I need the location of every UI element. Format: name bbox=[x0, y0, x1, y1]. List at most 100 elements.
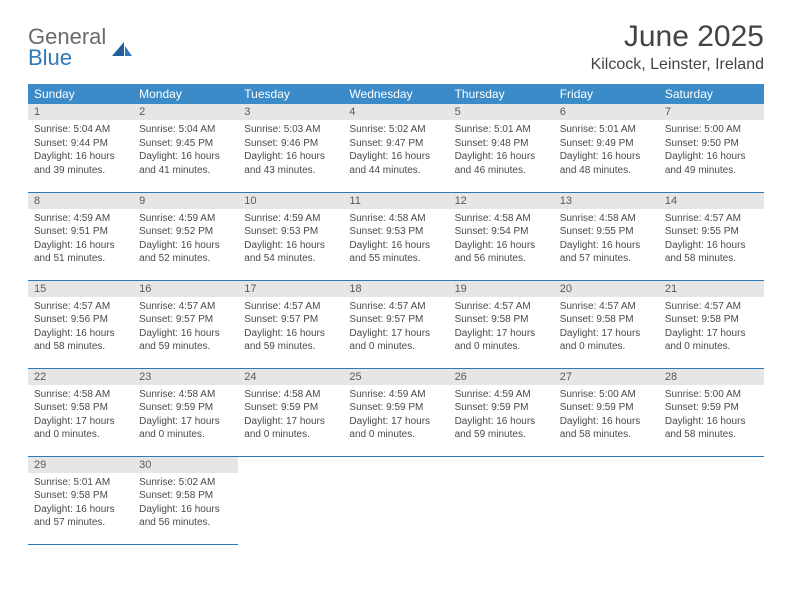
daylight-line: Daylight: 16 hours and 48 minutes. bbox=[560, 151, 641, 176]
sunrise-line: Sunrise: 5:00 AM bbox=[665, 124, 741, 135]
daylight-line: Daylight: 16 hours and 58 minutes. bbox=[665, 416, 746, 441]
sunrise-line: Sunrise: 4:58 AM bbox=[139, 389, 215, 400]
calendar-row: 29Sunrise: 5:01 AMSunset: 9:58 PMDayligh… bbox=[28, 456, 764, 544]
title-block: June 2025 Kilcock, Leinster, Ireland bbox=[591, 20, 764, 74]
day-content: Sunrise: 4:57 AMSunset: 9:57 PMDaylight:… bbox=[343, 297, 448, 358]
day-number: 21 bbox=[659, 281, 764, 297]
daylight-line: Daylight: 16 hours and 43 minutes. bbox=[244, 151, 325, 176]
sunset-line: Sunset: 9:50 PM bbox=[665, 138, 739, 149]
sunrise-line: Sunrise: 5:01 AM bbox=[455, 124, 531, 135]
sunset-line: Sunset: 9:45 PM bbox=[139, 138, 213, 149]
daylight-line: Daylight: 17 hours and 0 minutes. bbox=[34, 416, 115, 441]
day-content: Sunrise: 4:57 AMSunset: 9:58 PMDaylight:… bbox=[449, 297, 554, 358]
day-number: 16 bbox=[133, 281, 238, 297]
day-content: Sunrise: 5:01 AMSunset: 9:48 PMDaylight:… bbox=[449, 120, 554, 181]
day-number: 25 bbox=[343, 369, 448, 385]
logo-sail-icon bbox=[110, 40, 134, 58]
sunset-line: Sunset: 9:59 PM bbox=[244, 402, 318, 413]
day-number: 4 bbox=[343, 104, 448, 120]
sunset-line: Sunset: 9:59 PM bbox=[349, 402, 423, 413]
day-number: 12 bbox=[449, 193, 554, 209]
weekday-header: Friday bbox=[554, 84, 659, 104]
day-content: Sunrise: 5:04 AMSunset: 9:45 PMDaylight:… bbox=[133, 120, 238, 181]
day-number: 15 bbox=[28, 281, 133, 297]
sunrise-line: Sunrise: 4:59 AM bbox=[349, 389, 425, 400]
day-cell: 19Sunrise: 4:57 AMSunset: 9:58 PMDayligh… bbox=[449, 280, 554, 368]
daylight-line: Daylight: 17 hours and 0 minutes. bbox=[349, 328, 430, 353]
sunrise-line: Sunrise: 4:59 AM bbox=[455, 389, 531, 400]
sunset-line: Sunset: 9:54 PM bbox=[455, 226, 529, 237]
weekday-header: Thursday bbox=[449, 84, 554, 104]
day-cell: 18Sunrise: 4:57 AMSunset: 9:57 PMDayligh… bbox=[343, 280, 448, 368]
day-number: 2 bbox=[133, 104, 238, 120]
day-content: Sunrise: 4:57 AMSunset: 9:57 PMDaylight:… bbox=[238, 297, 343, 358]
day-content: Sunrise: 5:00 AMSunset: 9:59 PMDaylight:… bbox=[659, 385, 764, 446]
daylight-line: Daylight: 16 hours and 49 minutes. bbox=[665, 151, 746, 176]
day-number: 17 bbox=[238, 281, 343, 297]
location-text: Kilcock, Leinster, Ireland bbox=[591, 56, 764, 74]
day-cell: 30Sunrise: 5:02 AMSunset: 9:58 PMDayligh… bbox=[133, 456, 238, 544]
sunset-line: Sunset: 9:59 PM bbox=[560, 402, 634, 413]
day-content: Sunrise: 4:57 AMSunset: 9:55 PMDaylight:… bbox=[659, 209, 764, 270]
sunrise-line: Sunrise: 5:01 AM bbox=[34, 477, 110, 488]
day-number: 11 bbox=[343, 193, 448, 209]
day-cell: 16Sunrise: 4:57 AMSunset: 9:57 PMDayligh… bbox=[133, 280, 238, 368]
day-cell bbox=[343, 456, 448, 544]
sunrise-line: Sunrise: 4:58 AM bbox=[34, 389, 110, 400]
day-cell: 13Sunrise: 4:58 AMSunset: 9:55 PMDayligh… bbox=[554, 192, 659, 280]
sunrise-line: Sunrise: 4:57 AM bbox=[139, 301, 215, 312]
day-number: 27 bbox=[554, 369, 659, 385]
sunrise-line: Sunrise: 4:57 AM bbox=[244, 301, 320, 312]
day-content: Sunrise: 4:59 AM Sunset: 9:59 PM Daylight:… bbox=[343, 385, 448, 446]
sunset-line: Sunset: 9:57 PM bbox=[244, 314, 318, 325]
sunrise-line: Sunrise: 4:58 AM bbox=[349, 213, 425, 224]
day-number: 6 bbox=[554, 104, 659, 120]
sunset-line: Sunset: 9:57 PM bbox=[349, 314, 423, 325]
day-cell: 24Sunrise: 4:58 AMSunset: 9:59 PMDayligh… bbox=[238, 368, 343, 456]
day-number: 20 bbox=[554, 281, 659, 297]
sunrise-line: Sunrise: 4:57 AM bbox=[34, 301, 110, 312]
daylight-line: Daylight: 16 hours and 59 minutes. bbox=[139, 328, 220, 353]
daylight-line: Daylight: 16 hours and 56 minutes. bbox=[455, 240, 536, 265]
sunrise-line: Sunrise: 5:00 AM bbox=[560, 389, 636, 400]
day-number: 22 bbox=[28, 369, 133, 385]
sunset-line: Sunset: 9:58 PM bbox=[34, 490, 108, 501]
day-cell: 23 Sunrise: 4:58 AM Sunset: 9:59 PM Dayligh… bbox=[133, 368, 238, 456]
day-content: Sunrise: 4:59 AMSunset: 9:59 PMDaylight:… bbox=[449, 385, 554, 446]
day-cell: 22 Sunrise: 4:58 AM Sunset: 9:58 PM Dayligh… bbox=[28, 368, 133, 456]
sunset-line: Sunset: 9:59 PM bbox=[139, 402, 213, 413]
day-cell: 12Sunrise: 4:58 AMSunset: 9:54 PMDayligh… bbox=[449, 192, 554, 280]
sunrise-line: Sunrise: 5:04 AM bbox=[34, 124, 110, 135]
day-number: 30 bbox=[133, 457, 238, 473]
daylight-line: Daylight: 16 hours and 52 minutes. bbox=[139, 240, 220, 265]
day-cell bbox=[238, 456, 343, 544]
day-number: 1 bbox=[28, 104, 133, 120]
day-content: Sunrise: 4:57 AMSunset: 9:58 PMDaylight:… bbox=[554, 297, 659, 358]
sunset-line: Sunset: 9:55 PM bbox=[560, 226, 634, 237]
sunset-line: Sunset: 9:58 PM bbox=[455, 314, 529, 325]
sunrise-line: Sunrise: 4:58 AM bbox=[244, 389, 320, 400]
sunset-line: Sunset: 9:49 PM bbox=[560, 138, 634, 149]
daylight-line: Daylight: 17 hours and 0 minutes. bbox=[139, 416, 220, 441]
day-cell: 29Sunrise: 5:01 AMSunset: 9:58 PMDayligh… bbox=[28, 456, 133, 544]
sunset-line: Sunset: 9:52 PM bbox=[139, 226, 213, 237]
sunrise-line: Sunrise: 5:02 AM bbox=[349, 124, 425, 135]
day-cell: 6Sunrise: 5:01 AMSunset: 9:49 PMDaylight… bbox=[554, 104, 659, 192]
calendar-row: 22 Sunrise: 4:58 AM Sunset: 9:58 PM Dayligh… bbox=[28, 368, 764, 456]
weekday-row: Sunday Monday Tuesday Wednesday Thursday… bbox=[28, 84, 764, 104]
daylight-line: Daylight: 16 hours and 58 minutes. bbox=[560, 416, 641, 441]
day-number: 26 bbox=[449, 369, 554, 385]
calendar-table: Sunday Monday Tuesday Wednesday Thursday… bbox=[28, 84, 764, 545]
sunset-line: Sunset: 9:58 PM bbox=[560, 314, 634, 325]
daylight-line: Daylight: 17 hours and 0 minutes. bbox=[455, 328, 536, 353]
daylight-line: Daylight: 17 hours and 0 minutes. bbox=[349, 416, 430, 441]
sunrise-line: Sunrise: 4:59 AM bbox=[139, 213, 215, 224]
daylight-line: Daylight: 17 hours and 0 minutes. bbox=[665, 328, 746, 353]
day-number: 24 bbox=[238, 369, 343, 385]
day-cell: 3Sunrise: 5:03 AMSunset: 9:46 PMDaylight… bbox=[238, 104, 343, 192]
day-cell: 2Sunrise: 5:04 AMSunset: 9:45 PMDaylight… bbox=[133, 104, 238, 192]
day-content: Sunrise: 4:59 AMSunset: 9:53 PMDaylight:… bbox=[238, 209, 343, 270]
day-number: 23 bbox=[133, 369, 238, 385]
sunset-line: Sunset: 9:58 PM bbox=[34, 402, 108, 413]
weekday-header: Wednesday bbox=[343, 84, 448, 104]
